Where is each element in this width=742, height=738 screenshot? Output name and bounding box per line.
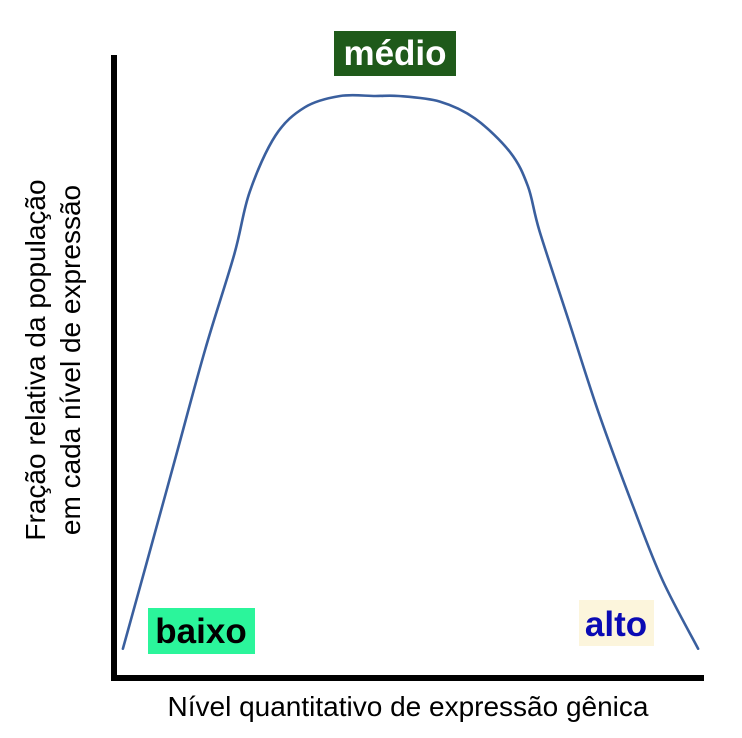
alto-label: alto [585, 605, 647, 644]
x-axis-title: Nível quantitativo de expressão gênica [168, 691, 649, 722]
population-curve [121, 93, 700, 650]
alto-label-background [579, 600, 654, 646]
medio-label-background [334, 31, 456, 76]
medio-label: médio [343, 34, 446, 73]
y-axis-title-line-2: em cada nível de expressão [55, 185, 86, 535]
baixo-label: baixo [155, 612, 246, 651]
y-axis-title-line-1: Fração relativa da população [20, 179, 51, 540]
baixo-label-background [148, 608, 255, 654]
